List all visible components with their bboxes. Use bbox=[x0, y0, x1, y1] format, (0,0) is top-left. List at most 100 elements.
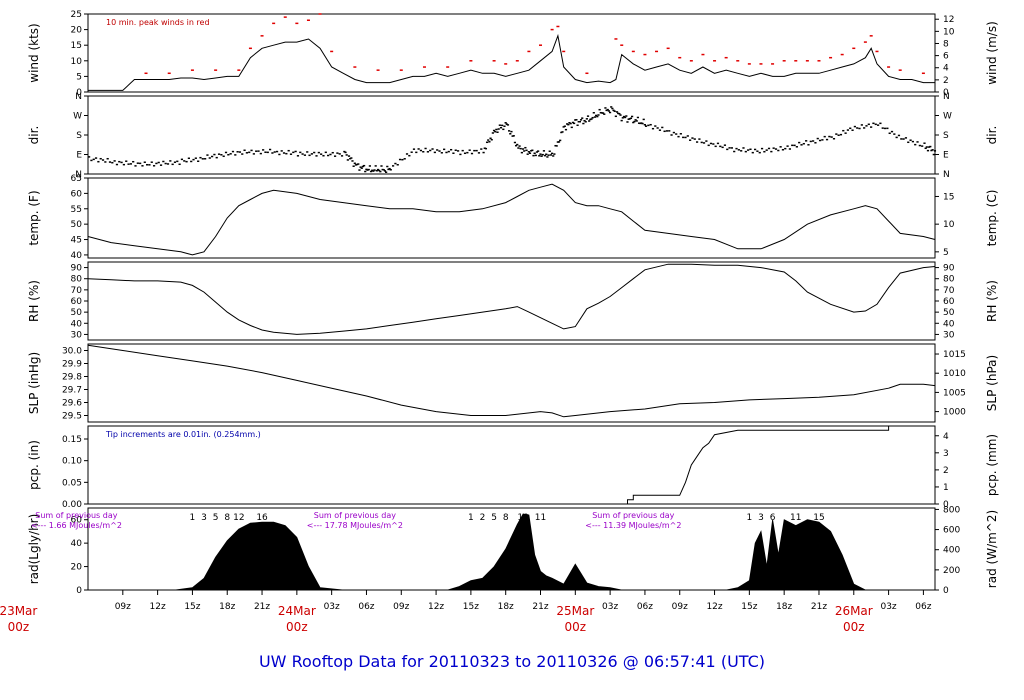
dir-point bbox=[495, 128, 498, 131]
dir-point bbox=[569, 122, 572, 125]
day-label-hour: 00z bbox=[8, 620, 30, 634]
dir-point bbox=[733, 150, 736, 153]
dir-point bbox=[625, 115, 628, 117]
rad-ytick-right-label: 0 bbox=[943, 586, 949, 596]
dir-point bbox=[204, 158, 207, 160]
dir-point bbox=[187, 157, 190, 160]
dir-point bbox=[756, 150, 759, 152]
dir-point bbox=[90, 159, 93, 162]
dir-point bbox=[608, 111, 612, 114]
dir-point bbox=[562, 126, 565, 128]
dir-point bbox=[689, 139, 692, 141]
dir-point bbox=[550, 152, 554, 155]
temp-series-temperature bbox=[87, 183, 936, 256]
dir-point bbox=[888, 132, 891, 135]
pcp-ytick-right-label: 3 bbox=[943, 449, 949, 459]
dir-point bbox=[518, 145, 521, 147]
dir-point bbox=[602, 112, 605, 114]
slp-ytick-right-label: 1010 bbox=[943, 369, 966, 379]
dir-point bbox=[684, 136, 687, 139]
dir-point bbox=[415, 151, 418, 154]
dir-point bbox=[255, 150, 258, 152]
dir-point bbox=[262, 149, 265, 151]
dir-point bbox=[148, 164, 151, 166]
x-tick-label: 21z bbox=[254, 602, 270, 612]
dir-point bbox=[459, 153, 462, 156]
dir-point bbox=[545, 153, 548, 156]
dir-point bbox=[632, 121, 635, 124]
dir-point bbox=[760, 147, 764, 150]
wind-ytick-label: 10 bbox=[71, 57, 83, 67]
wind-ytick-right-label: 6 bbox=[943, 52, 949, 62]
dir-point bbox=[520, 151, 523, 154]
rad-ytick-right-label: 800 bbox=[943, 505, 960, 515]
gust-point bbox=[771, 63, 775, 65]
dir-point bbox=[629, 117, 633, 120]
rad-ytick-right-label: 400 bbox=[943, 546, 960, 556]
temp-ytick-label: 55 bbox=[71, 205, 82, 215]
rad-daily-sum-title: Sum of previous day bbox=[35, 511, 117, 520]
wind-ylabel-left: wind (kts) bbox=[27, 23, 41, 82]
dir-point bbox=[881, 127, 884, 129]
dir-point bbox=[635, 120, 638, 122]
rad-hour-label: 1 bbox=[468, 513, 474, 523]
rh-ytick-right-label: 30 bbox=[943, 330, 955, 340]
gust-point bbox=[840, 53, 844, 56]
dir-point bbox=[524, 146, 527, 149]
rh-ytick-right-label: 80 bbox=[943, 275, 955, 285]
dir-point bbox=[106, 157, 109, 160]
dir-point bbox=[747, 149, 750, 151]
dir-point bbox=[918, 144, 921, 147]
gust-point bbox=[678, 56, 682, 59]
dir-point bbox=[534, 154, 537, 157]
dir-point bbox=[665, 130, 669, 132]
rad-hour-label: 5 bbox=[491, 513, 497, 523]
dir-point bbox=[538, 155, 541, 157]
dir-point bbox=[626, 121, 629, 123]
x-tick-label: 18z bbox=[776, 602, 792, 612]
dir-point bbox=[563, 125, 566, 128]
rad-hour-label: 3 bbox=[201, 513, 207, 523]
pcp-ytick-right-label: 4 bbox=[943, 432, 949, 442]
gust-point bbox=[318, 13, 322, 15]
dir-point bbox=[791, 144, 794, 147]
dir-ylabel-right: dir. bbox=[985, 126, 999, 145]
dir-point bbox=[259, 152, 262, 155]
dir-point bbox=[663, 130, 666, 133]
dir-point bbox=[895, 136, 898, 139]
dir-point bbox=[152, 165, 156, 167]
dir-point bbox=[164, 162, 167, 165]
gust-point bbox=[144, 72, 148, 75]
dir-point bbox=[241, 153, 244, 155]
temp-ytick-label: 40 bbox=[71, 251, 83, 261]
dir-point bbox=[765, 149, 768, 151]
dir-point bbox=[707, 144, 710, 147]
dir-point bbox=[902, 138, 905, 140]
dir-point bbox=[740, 150, 743, 152]
rad-daily-sum-title: Sum of previous day bbox=[314, 511, 396, 520]
dir-point bbox=[220, 154, 223, 156]
dir-point bbox=[598, 108, 601, 111]
gust-point bbox=[887, 66, 891, 68]
x-tick-label: 03z bbox=[602, 602, 618, 612]
dir-point bbox=[642, 118, 645, 121]
x-tick-label: 12z bbox=[150, 602, 166, 612]
gust-point bbox=[214, 69, 218, 71]
dir-point bbox=[340, 155, 344, 157]
dir-point bbox=[369, 170, 373, 173]
dir-point bbox=[92, 158, 95, 161]
rh-ytick-right-label: 60 bbox=[943, 297, 955, 307]
dir-point bbox=[835, 133, 838, 135]
dir-point bbox=[581, 117, 584, 119]
dir-point bbox=[215, 156, 218, 159]
dir-point bbox=[452, 152, 455, 154]
temp-frame bbox=[87, 177, 936, 259]
dir-point bbox=[492, 129, 496, 132]
dir-ytick-right-label: E bbox=[943, 151, 949, 161]
dir-point bbox=[488, 141, 491, 143]
dir-point bbox=[324, 151, 327, 154]
dir-point bbox=[322, 154, 325, 157]
dir-point bbox=[358, 169, 361, 171]
dir-point bbox=[289, 153, 293, 155]
dir-point bbox=[897, 134, 901, 137]
